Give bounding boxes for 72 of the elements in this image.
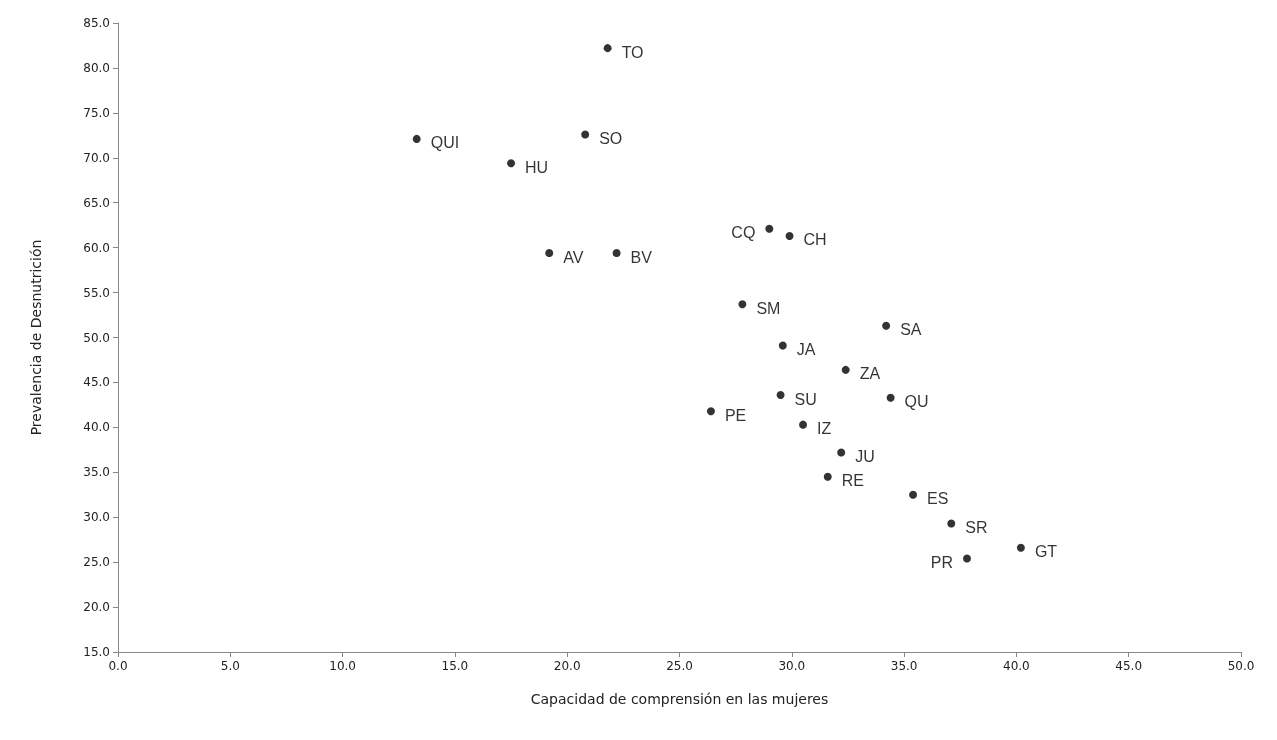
point: [882, 321, 891, 330]
data-label: BV: [630, 248, 653, 266]
point: [823, 472, 832, 481]
point: [738, 300, 747, 309]
data-label: JA: [796, 341, 816, 359]
x-tick-label: 45.0: [1115, 659, 1143, 673]
y-tick-label: 55.0: [83, 285, 110, 300]
y-tick-label: 70.0: [83, 150, 110, 165]
data-label: SM: [756, 299, 781, 317]
y-tick-label: 60.0: [83, 240, 110, 255]
data-label: SA: [900, 321, 922, 339]
y-tick-label: 50.0: [83, 330, 110, 345]
point: [909, 490, 918, 499]
x-tick-label: 25.0: [666, 659, 693, 673]
data-label: SO: [599, 129, 623, 147]
y-tick-label: 15.0: [83, 645, 110, 659]
y-tick-label: 35.0: [83, 465, 110, 480]
data-label: IZ: [817, 420, 832, 438]
x-tick-label: 20.0: [553, 659, 581, 673]
data-label: SR: [965, 519, 988, 536]
y-tick-label: 20.0: [83, 600, 110, 615]
point: [507, 159, 516, 168]
point: [776, 391, 785, 400]
data-label: JU: [855, 448, 875, 466]
y-tick-label: 80.0: [83, 60, 110, 75]
data-label: PR: [930, 554, 953, 572]
data-label: AV: [563, 248, 584, 266]
point: [785, 231, 794, 240]
point: [778, 341, 787, 350]
point: [963, 554, 971, 563]
data-label: CH: [803, 231, 827, 249]
y-tick-label: 85.0: [83, 16, 110, 30]
data-label: QU: [904, 393, 929, 411]
point: [603, 44, 612, 53]
y-tick-label: 65.0: [83, 195, 110, 210]
data-label: HU: [525, 158, 549, 176]
data-label: PE: [724, 406, 747, 424]
point: [886, 393, 895, 402]
point: [545, 249, 554, 258]
data-label: SU: [794, 390, 817, 408]
point: [581, 130, 590, 139]
data-label: QUI: [430, 134, 460, 152]
y-tick-label: 75.0: [83, 105, 110, 120]
y-tick-label: 25.0: [83, 555, 110, 570]
point: [765, 224, 774, 233]
x-tick-label: 0.0: [108, 659, 128, 673]
x-tick-label: 35.0: [890, 659, 918, 673]
y-tick-label: 45.0: [83, 375, 110, 390]
x-tick-label: 10.0: [329, 659, 356, 673]
x-tick-label: 50.0: [1227, 659, 1255, 673]
x-tick-label: 30.0: [778, 659, 806, 673]
point: [612, 249, 621, 258]
point: [706, 407, 715, 416]
data-label: ES: [927, 490, 949, 508]
point: [947, 519, 956, 528]
data-label: GT: [1034, 543, 1058, 561]
x-tick-label: 40.0: [1003, 659, 1030, 673]
y-tick-label: 40.0: [83, 420, 110, 435]
x-axis-title: Capacidad de comprensión en las mujeres: [530, 691, 829, 707]
y-axis-title: Prevalencia de Desnutrición: [28, 239, 44, 436]
x-tick-label: 5.0: [220, 659, 240, 673]
data-label: ZA: [859, 365, 881, 383]
data-label: RE: [841, 472, 864, 490]
point: [1016, 543, 1025, 552]
point: [841, 365, 850, 374]
data-label: CQ: [731, 224, 756, 242]
x-tick-label: 15.0: [441, 659, 469, 673]
point: [412, 134, 421, 143]
data-label: TO: [621, 43, 644, 61]
point: [799, 420, 808, 429]
y-tick-label: 30.0: [83, 510, 110, 525]
point: [837, 448, 846, 457]
